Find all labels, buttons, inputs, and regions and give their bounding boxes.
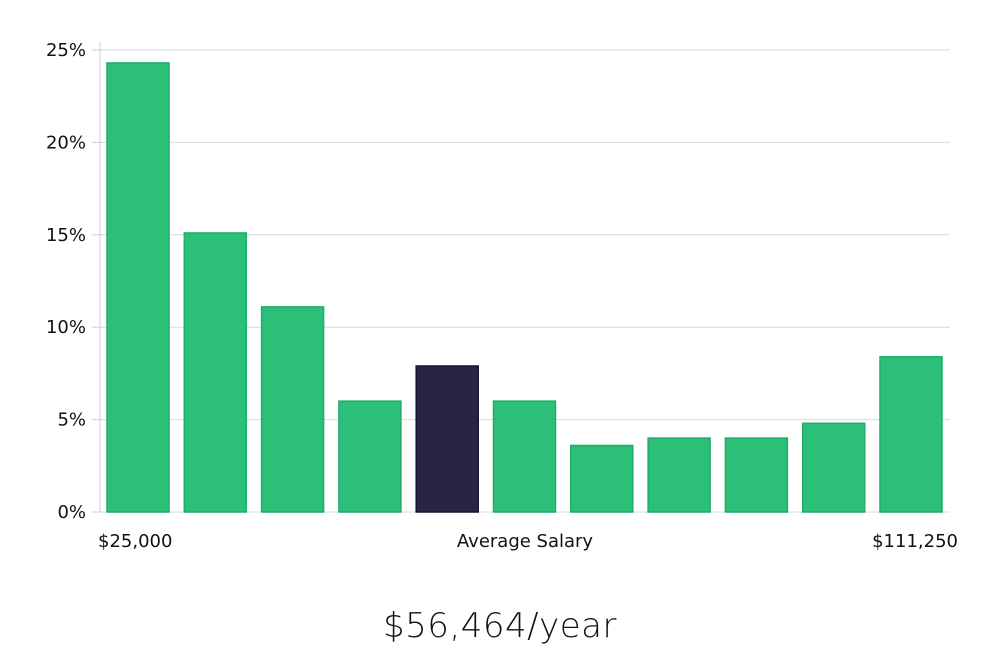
x-axis-label: Average Salary: [457, 531, 594, 552]
y-tick-label: 0%: [57, 502, 86, 523]
y-tick-label: 20%: [46, 132, 86, 153]
y-axis-ticks: 0% 5% 10% 15% 20% 25%: [46, 40, 100, 523]
bar: [183, 232, 248, 513]
y-tick-label: 5%: [57, 410, 86, 431]
bar: [338, 400, 402, 513]
bar: [801, 422, 866, 513]
bar: [570, 444, 634, 513]
bar: [260, 306, 325, 513]
y-tick-label: 10%: [46, 317, 86, 338]
bar: [106, 62, 170, 513]
y-tick-label: 25%: [46, 40, 86, 61]
average-salary-value: $56,464/year: [383, 606, 617, 646]
x-end-label: $111,250: [872, 531, 958, 552]
bar: [724, 437, 789, 513]
bar-average-salary: [415, 365, 479, 513]
bar: [879, 356, 943, 513]
bar: [647, 437, 711, 513]
bars: [106, 62, 943, 513]
bar: [492, 400, 557, 513]
salary-distribution-chart: 0%5%10%15%20%25% $25,000 Average Salary …: [46, 40, 958, 552]
y-tick-label: 15%: [46, 225, 86, 246]
x-start-label: $25,000: [98, 531, 172, 552]
